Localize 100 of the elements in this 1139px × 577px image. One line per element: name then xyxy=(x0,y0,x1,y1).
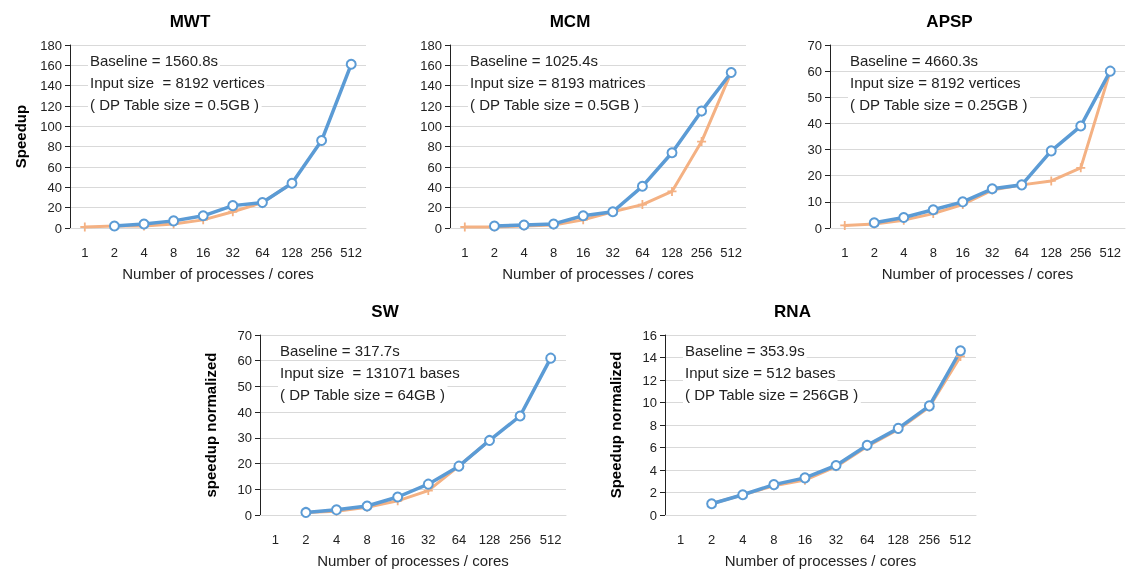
x-axis-title: Number of processes / cores xyxy=(502,265,694,282)
x-tick-label: 16 xyxy=(390,532,405,547)
x-tick-label: 512 xyxy=(720,245,743,260)
x-axis-title: Number of processes / cores xyxy=(724,552,917,569)
y-tick-label: 180 xyxy=(420,37,442,53)
point xyxy=(545,352,557,364)
x-tick-label: 256 xyxy=(690,245,713,260)
y-tick-label: 30 xyxy=(807,142,822,158)
x-tick-label: 4 xyxy=(900,245,908,260)
annotation: Baseline = 1560.8s xyxy=(90,52,219,69)
x-tick-label: 128 xyxy=(661,245,683,260)
y-tick-label: 160 xyxy=(420,57,442,73)
x-tick-label: 64 xyxy=(451,532,467,547)
y-tick-label: 10 xyxy=(642,395,657,410)
y-tick-label: 80 xyxy=(427,139,442,155)
x-tick-label: 4 xyxy=(520,245,528,260)
y-tick-label: 70 xyxy=(237,327,252,343)
chart-title: APSP xyxy=(926,12,973,31)
point xyxy=(422,478,434,490)
y-tick-label: 60 xyxy=(427,159,442,175)
y-tick-label: 16 xyxy=(642,327,657,343)
y-tick-label: 20 xyxy=(427,200,442,216)
y-tick-label: 60 xyxy=(237,353,252,369)
y-tick-label: 60 xyxy=(807,63,822,79)
annotation: Baseline = 353.9s xyxy=(685,342,805,359)
y-tick-label: 80 xyxy=(47,139,62,155)
y-tick-label: 100 xyxy=(420,118,442,134)
y-tick-label: 40 xyxy=(47,179,62,195)
point xyxy=(666,147,678,159)
annotation: Input size = 512 bases xyxy=(685,364,836,381)
x-tick-label: 2 xyxy=(490,245,499,260)
annotation: Baseline = 317.7s xyxy=(280,342,400,359)
point xyxy=(345,58,357,70)
annotation: Input size = 8192 vertices xyxy=(850,74,1021,91)
chart-title: MCM xyxy=(549,12,591,31)
x-tick-label: 2 xyxy=(302,532,310,547)
y-axis-title: Speedup xyxy=(12,104,29,169)
point xyxy=(227,200,239,212)
y-tick-label: 40 xyxy=(237,404,252,420)
annotation: Baseline = 1025.4s xyxy=(470,52,599,69)
annotation: Baseline = 4660.3s xyxy=(850,52,979,69)
x-tick-label: 8 xyxy=(770,532,778,547)
x-tick-label: 8 xyxy=(363,532,371,547)
x-tick-label: 1 xyxy=(461,245,469,260)
x-tick-label: 64 xyxy=(859,532,875,547)
y-tick-label: 30 xyxy=(237,430,252,446)
y-tick-label: 70 xyxy=(807,37,822,53)
y-tick-label: 50 xyxy=(237,378,252,394)
x-tick-label: 8 xyxy=(169,245,178,260)
y-tick-label: 60 xyxy=(47,159,62,175)
point xyxy=(316,135,328,147)
annotation: ( DP Table size = 64GB ) xyxy=(280,386,445,403)
point xyxy=(1075,120,1087,132)
y-tick-label: 120 xyxy=(40,98,62,114)
x-tick-label: 256 xyxy=(918,532,941,547)
annotation: ( DP Table size = 0.5GB ) xyxy=(90,96,260,113)
x-tick-label: 256 xyxy=(310,245,333,260)
x-tick-label: 32 xyxy=(985,245,1000,260)
x-tick-label: 128 xyxy=(887,532,910,547)
point xyxy=(392,491,404,503)
y-tick-label: 40 xyxy=(807,115,822,131)
x-tick-label: 4 xyxy=(140,245,148,260)
annotation: ( DP Table size = 0.5GB ) xyxy=(470,96,640,113)
x-tick-label: 1 xyxy=(676,532,685,547)
x-tick-label: 4 xyxy=(332,532,341,547)
y-tick-label: 14 xyxy=(642,350,657,365)
x-tick-label: 64 xyxy=(1014,245,1029,260)
annotation: Input size = 8192 vertices xyxy=(90,74,265,91)
y-axis-title: Speedup normalized xyxy=(607,351,624,499)
x-axis-title: Number of processes / cores xyxy=(317,552,509,569)
x-tick-label: 8 xyxy=(549,245,558,260)
x-tick-label: 128 xyxy=(1040,245,1063,260)
y-tick-label: 10 xyxy=(237,481,252,497)
y-tick-label: 12 xyxy=(642,372,657,388)
y-tick-label: 6 xyxy=(649,440,657,455)
y-tick-label: 180 xyxy=(40,37,62,53)
x-tick-label: 2 xyxy=(708,532,716,547)
x-tick-label: 128 xyxy=(281,245,303,260)
x-tick-label: 2 xyxy=(870,245,878,260)
point xyxy=(954,345,966,357)
chart-title: MWT xyxy=(169,12,211,31)
x-tick-label: 32 xyxy=(421,532,436,547)
x-tick-label: 64 xyxy=(255,245,270,260)
y-tick-label: 4 xyxy=(649,462,657,478)
x-tick-label: 16 xyxy=(955,245,970,260)
x-tick-label: 1 xyxy=(81,245,89,260)
point xyxy=(636,180,648,192)
y-tick-label: 0 xyxy=(814,220,822,236)
y-tick-label: 2 xyxy=(649,485,657,500)
x-tick-label: 1 xyxy=(271,532,279,547)
y-tick-label: 0 xyxy=(244,507,252,523)
y-tick-label: 100 xyxy=(40,118,62,134)
x-tick-label: 64 xyxy=(635,245,650,260)
x-tick-label: 2 xyxy=(110,245,119,260)
y-tick-label: 0 xyxy=(434,220,442,236)
x-axis-title: Number of processes / cores xyxy=(122,265,314,282)
annotation: ( DP Table size = 0.25GB ) xyxy=(850,96,1028,113)
annotation: ( DP Table size = 256GB ) xyxy=(685,386,859,403)
point xyxy=(577,210,589,222)
point xyxy=(514,410,526,422)
